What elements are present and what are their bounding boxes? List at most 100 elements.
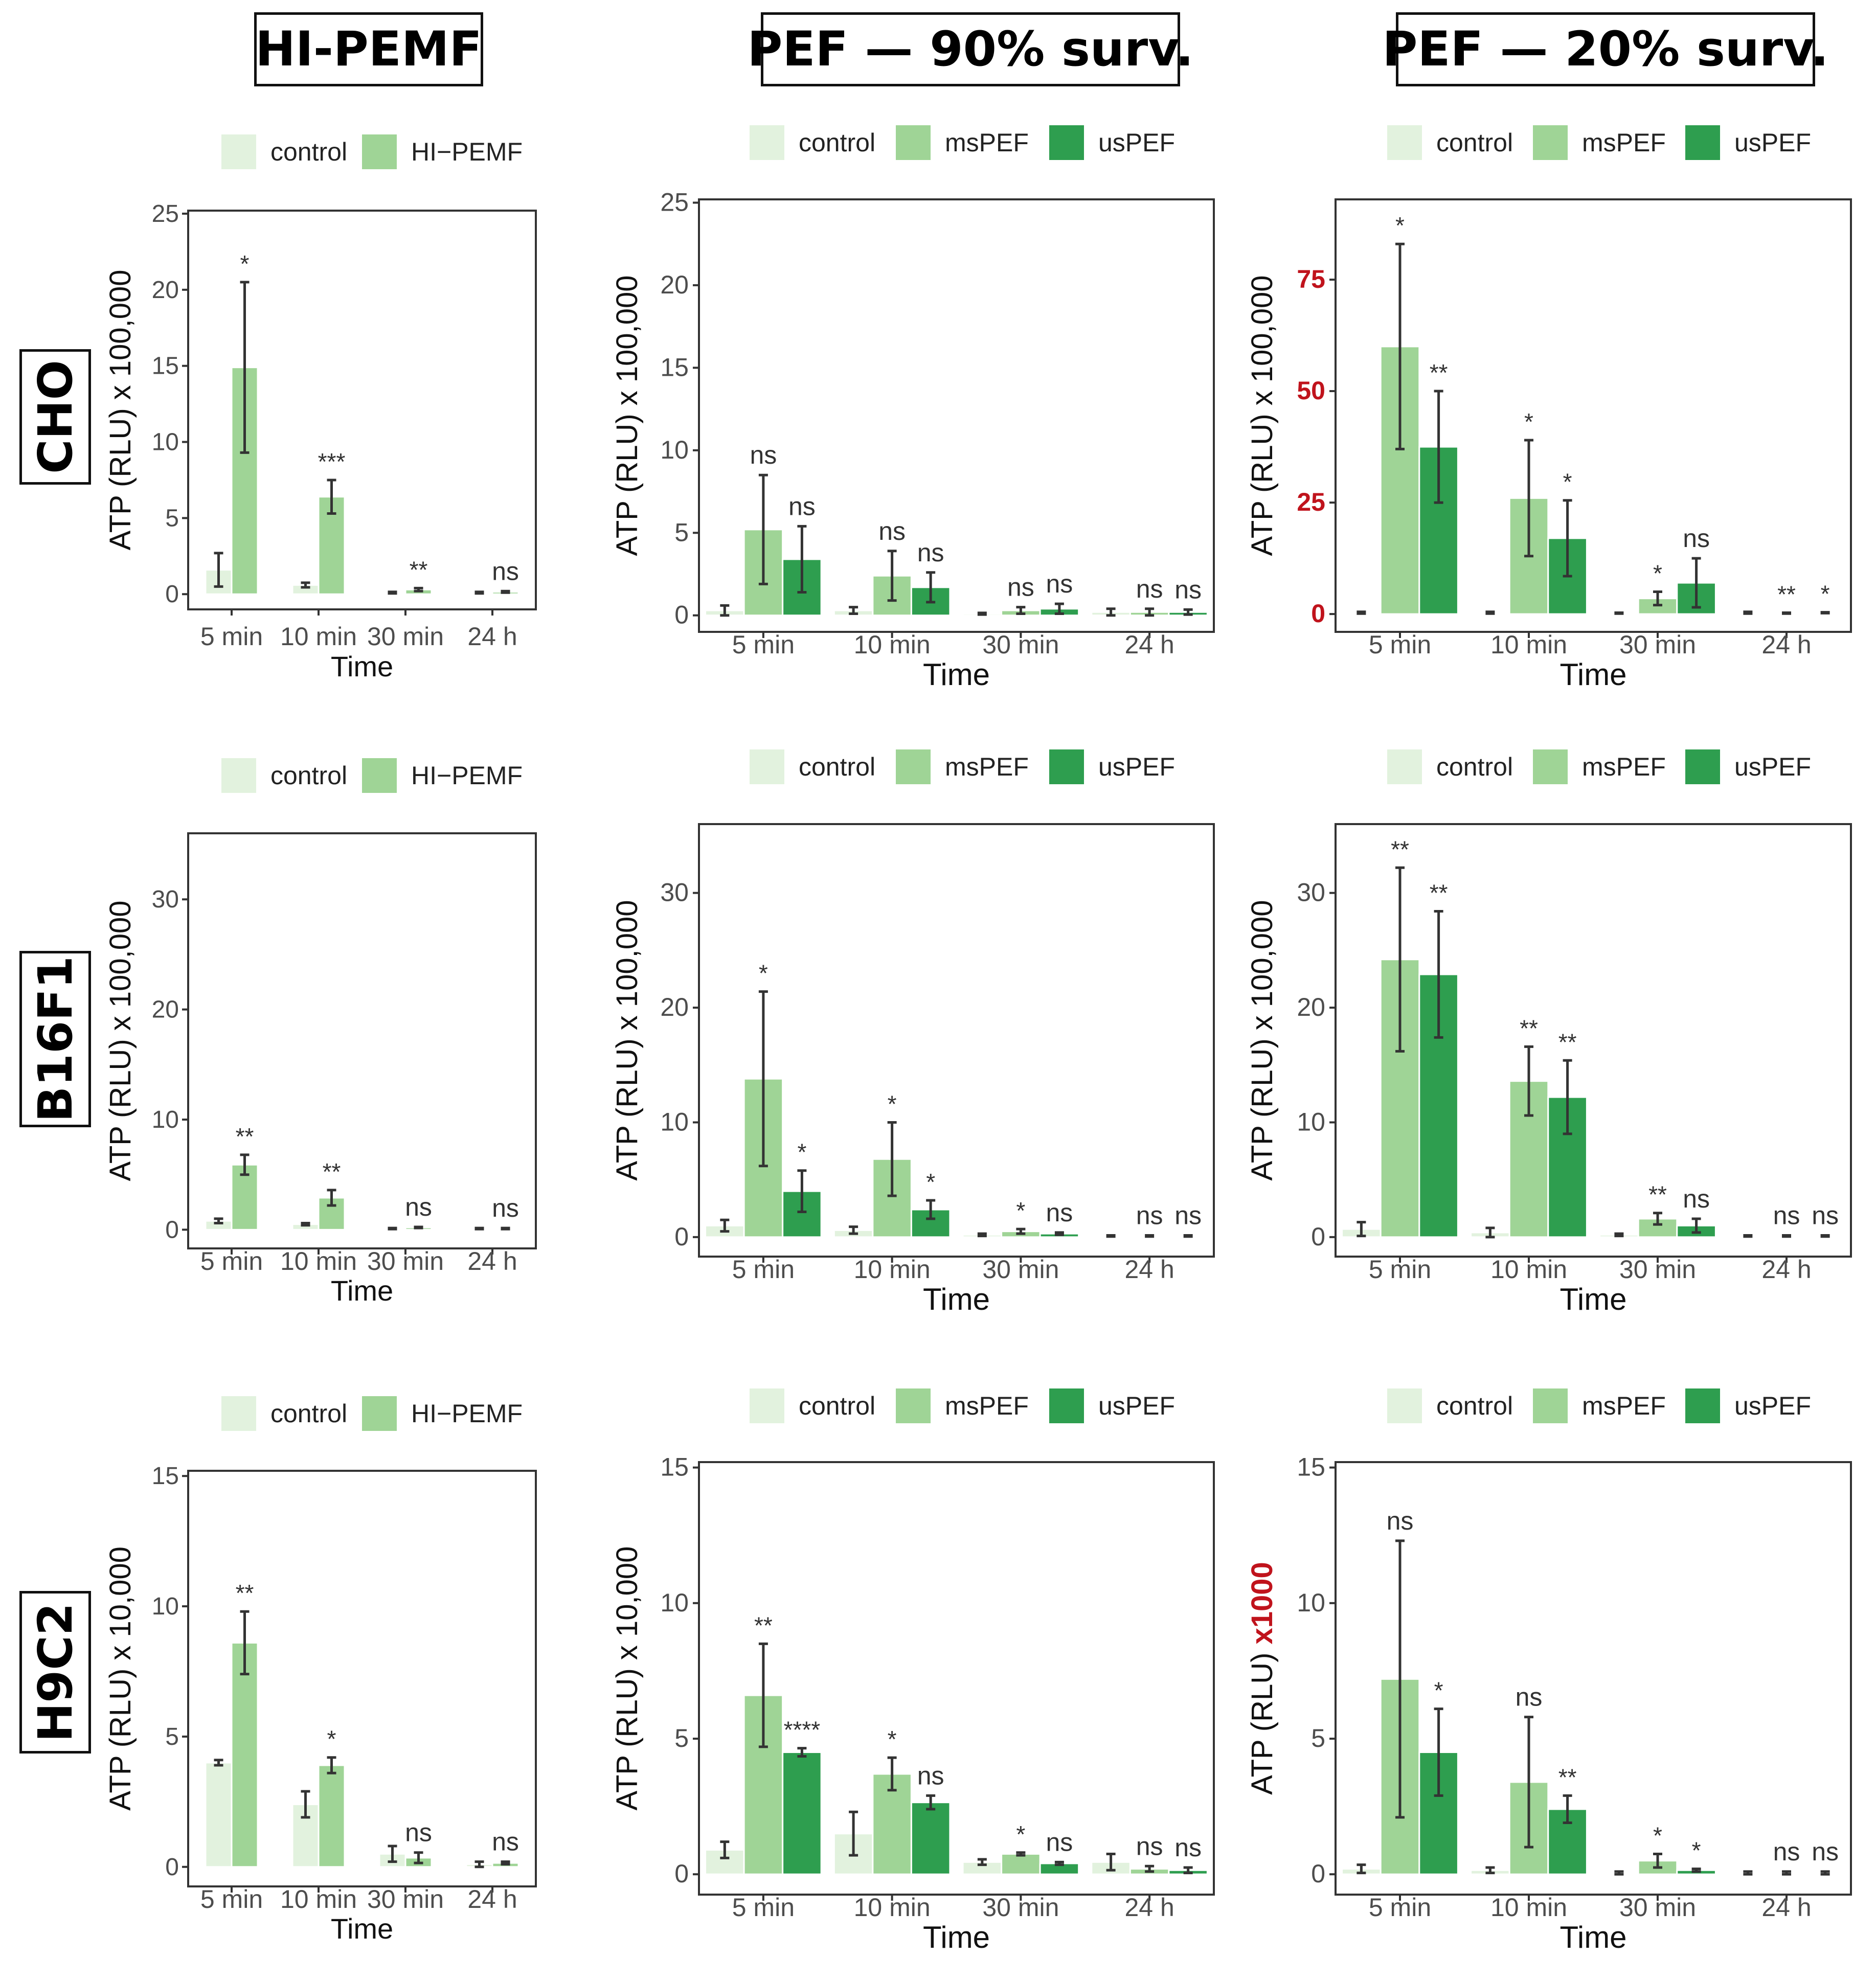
cho-pef90-annotation-3: ns <box>917 538 944 567</box>
b16-pef90-legend-key-2 <box>1049 749 1084 784</box>
cho-hipemf-ytick-label-2: 10 <box>152 429 179 456</box>
b16-pef90-errorbar-1-2 <box>1016 1227 1026 1235</box>
cho-hipemf-ylabel-main: ATP (RLU) <box>104 408 137 550</box>
b16-pef90-ytick-label-1: 10 <box>660 1107 689 1136</box>
h9c2-hipemf-xtick-label-0: 5 min <box>200 1885 263 1914</box>
b16-pef90-plot-frame <box>698 823 1215 1258</box>
cho-pef20-xtick-label-2: 30 min <box>1619 630 1696 659</box>
cho-pef20-ytick-label-2: 50 <box>1297 376 1325 405</box>
h9c2-pef20-annotation-2: ns <box>1516 1683 1543 1712</box>
cho-pef20-legend-label-0: control <box>1436 128 1513 157</box>
b16-pef20-errorbar-1-3 <box>1782 1234 1791 1238</box>
b16-pef20-errorbar-1-1 <box>1524 1045 1533 1117</box>
cho-pef20-annotation-3: * <box>1563 469 1572 495</box>
b16-hipemf-legend-label-0: control <box>270 761 347 790</box>
b16-pef20-errorbar-2-1 <box>1563 1059 1572 1135</box>
cho-pef90-xtick-label-1: 10 min <box>854 630 931 659</box>
h9c2-hipemf-plot-frame <box>187 1470 537 1887</box>
cho-pef20-annotation-2: * <box>1524 408 1533 435</box>
h9c2-hipemf-annotation-1: * <box>327 1726 336 1752</box>
b16-pef90-annotation-6: ns <box>1136 1201 1163 1229</box>
cho-pef90-ylabel: ATP (RLU) x 100,000 <box>611 275 644 556</box>
b16-hipemf-ytick-label-1: 10 <box>152 1106 179 1133</box>
b16-pef90-legend-label-1: msPEF <box>945 753 1029 781</box>
b16-pef20-ylabel-main: ATP (RLU) <box>1246 1038 1279 1180</box>
b16-pef90-annotation-5: ns <box>1046 1198 1073 1227</box>
b16-pef20-xtick-label-0: 5 min <box>1369 1255 1431 1284</box>
b16-pef90-annotation-2: * <box>888 1090 897 1117</box>
h9c2-pef90-annotation-3: ns <box>917 1761 944 1790</box>
cho-pef90-errorbar-1-2 <box>1016 606 1026 615</box>
b16-hipemf-legend-key-1 <box>362 758 397 793</box>
b16-pef90-legend-label-2: usPEF <box>1098 753 1175 781</box>
cho-pef20-ytick-label-0: 0 <box>1311 599 1325 628</box>
h9c2-pef20-ytick-label-3: 15 <box>1297 1453 1325 1482</box>
b16-pef20-annotation-2: ** <box>1520 1015 1538 1041</box>
h9c2-pef20-ylabel: ATP (RLU) x1000 <box>1246 1562 1279 1795</box>
h9c2-pef20-legend-key-2 <box>1685 1388 1720 1423</box>
cho-pef90-xtick-label-2: 30 min <box>982 630 1059 659</box>
h9c2-pef90-annotation-2: * <box>888 1726 897 1752</box>
h9c2-pef20-errorbar-1-3 <box>1782 1870 1791 1876</box>
h9c2-hipemf-ytick-label-3: 15 <box>152 1463 179 1490</box>
b16-hipemf-ylabel-main: ATP (RLU) <box>104 1039 137 1181</box>
h9c2-hipemf-ytick-label-0: 0 <box>165 1854 179 1881</box>
h9c2-pef20-legend-label-0: control <box>1436 1392 1513 1420</box>
cho-pef90-xlabel: Time <box>923 657 990 692</box>
b16-pef90-xtick-label-2: 30 min <box>982 1255 1059 1284</box>
h9c2-hipemf-ylabel-main: ATP (RLU) <box>104 1669 137 1811</box>
h9c2-pef90-legend-key-0 <box>750 1388 784 1423</box>
cho-pef20-legend-key-1 <box>1533 125 1568 160</box>
cho-pef20-annotation-6: ** <box>1777 581 1796 607</box>
h9c2-hipemf-ylabel-scale: x 10,000 <box>104 1546 137 1669</box>
h9c2-hipemf-ytick-label-2: 10 <box>152 1593 179 1620</box>
cho-hipemf-ytick-label-3: 15 <box>152 353 179 380</box>
cho-hipemf-plot-frame <box>187 210 537 610</box>
cho-hipemf-ytick-label-5: 25 <box>152 200 179 227</box>
cho-pef20-annotation-5: ns <box>1683 524 1710 553</box>
cho-pef90-ytick-label-0: 0 <box>674 601 689 629</box>
h9c2-pef90-legend-label-0: control <box>799 1392 875 1420</box>
row-label-b16f1-text: B16F1 <box>28 955 83 1123</box>
b16-hipemf-errorbar-0-0 <box>214 1217 223 1224</box>
b16-pef20-errorbar-1-0 <box>1395 866 1405 1053</box>
h9c2-hipemf-errorbar-0-2 <box>388 1845 397 1863</box>
cho-pef20-errorbar-0-2 <box>1614 611 1624 615</box>
b16-hipemf-ytick-label-0: 0 <box>165 1216 179 1243</box>
h9c2-pef90-annotation-5: ns <box>1046 1828 1073 1856</box>
h9c2-pef90-ylabel-scale: x 10,000 <box>611 1546 644 1669</box>
h9c2-pef20-ylabel-main: ATP (RLU) <box>1246 1653 1279 1795</box>
b16-pef20-ytick-label-0: 0 <box>1311 1222 1325 1251</box>
h9c2-pef90-xtick-label-0: 5 min <box>732 1893 795 1922</box>
cho-pef90-legend-label-1: msPEF <box>945 128 1029 157</box>
cho-pef20-errorbar-2-3 <box>1820 611 1830 614</box>
h9c2-pef20-legend-key-1 <box>1533 1388 1568 1423</box>
h9c2-hipemf-errorbar-1-0 <box>240 1610 250 1676</box>
b16-pef20-legend-label-2: usPEF <box>1734 753 1811 781</box>
b16-pef20-ylabel: ATP (RLU) x 100,000 <box>1246 900 1279 1180</box>
cho-hipemf-errorbar-0-0 <box>214 552 223 588</box>
cho-hipemf-ylabel: ATP (RLU) x 100,000 <box>104 269 137 550</box>
b16-pef20-errorbar-2-2 <box>1691 1217 1701 1234</box>
b16-hipemf-errorbar-1-0 <box>240 1153 250 1176</box>
b16-pef90-ylabel-main: ATP (RLU) <box>611 1038 644 1180</box>
b16-hipemf-annotation-2: ns <box>405 1193 432 1221</box>
cho-hipemf-legend-label-1: HI−PEMF <box>411 138 523 166</box>
b16-hipemf-ylabel: ATP (RLU) x 100,000 <box>104 900 137 1181</box>
cho-pef20-errorbar-0-3 <box>1743 610 1753 615</box>
h9c2-pef90-xtick-label-2: 30 min <box>982 1893 1059 1922</box>
cho-pef20-legend-key-2 <box>1685 125 1720 160</box>
h9c2-pef20-annotation-6: ns <box>1773 1837 1800 1866</box>
cho-pef20-errorbar-1-3 <box>1782 611 1791 615</box>
b16-pef20-xlabel: Time <box>1559 1282 1626 1316</box>
h9c2-pef90-errorbar-1-3 <box>1145 1864 1155 1873</box>
cho-pef20-xlabel: Time <box>1559 657 1626 692</box>
cho-pef20-xtick-label-3: 24 h <box>1761 630 1811 659</box>
b16-pef20-errorbar-0-3 <box>1743 1234 1753 1238</box>
b16-pef90-errorbar-0-0 <box>720 1218 730 1233</box>
cho-pef20-ylabel-main: ATP (RLU) <box>1246 414 1279 556</box>
b16-hipemf-legend-key-0 <box>221 758 256 793</box>
cho-pef90-errorbar-0-1 <box>849 606 858 615</box>
cho-hipemf-errorbar-1-0 <box>240 281 250 454</box>
b16-hipemf-errorbar-0-3 <box>474 1226 484 1231</box>
